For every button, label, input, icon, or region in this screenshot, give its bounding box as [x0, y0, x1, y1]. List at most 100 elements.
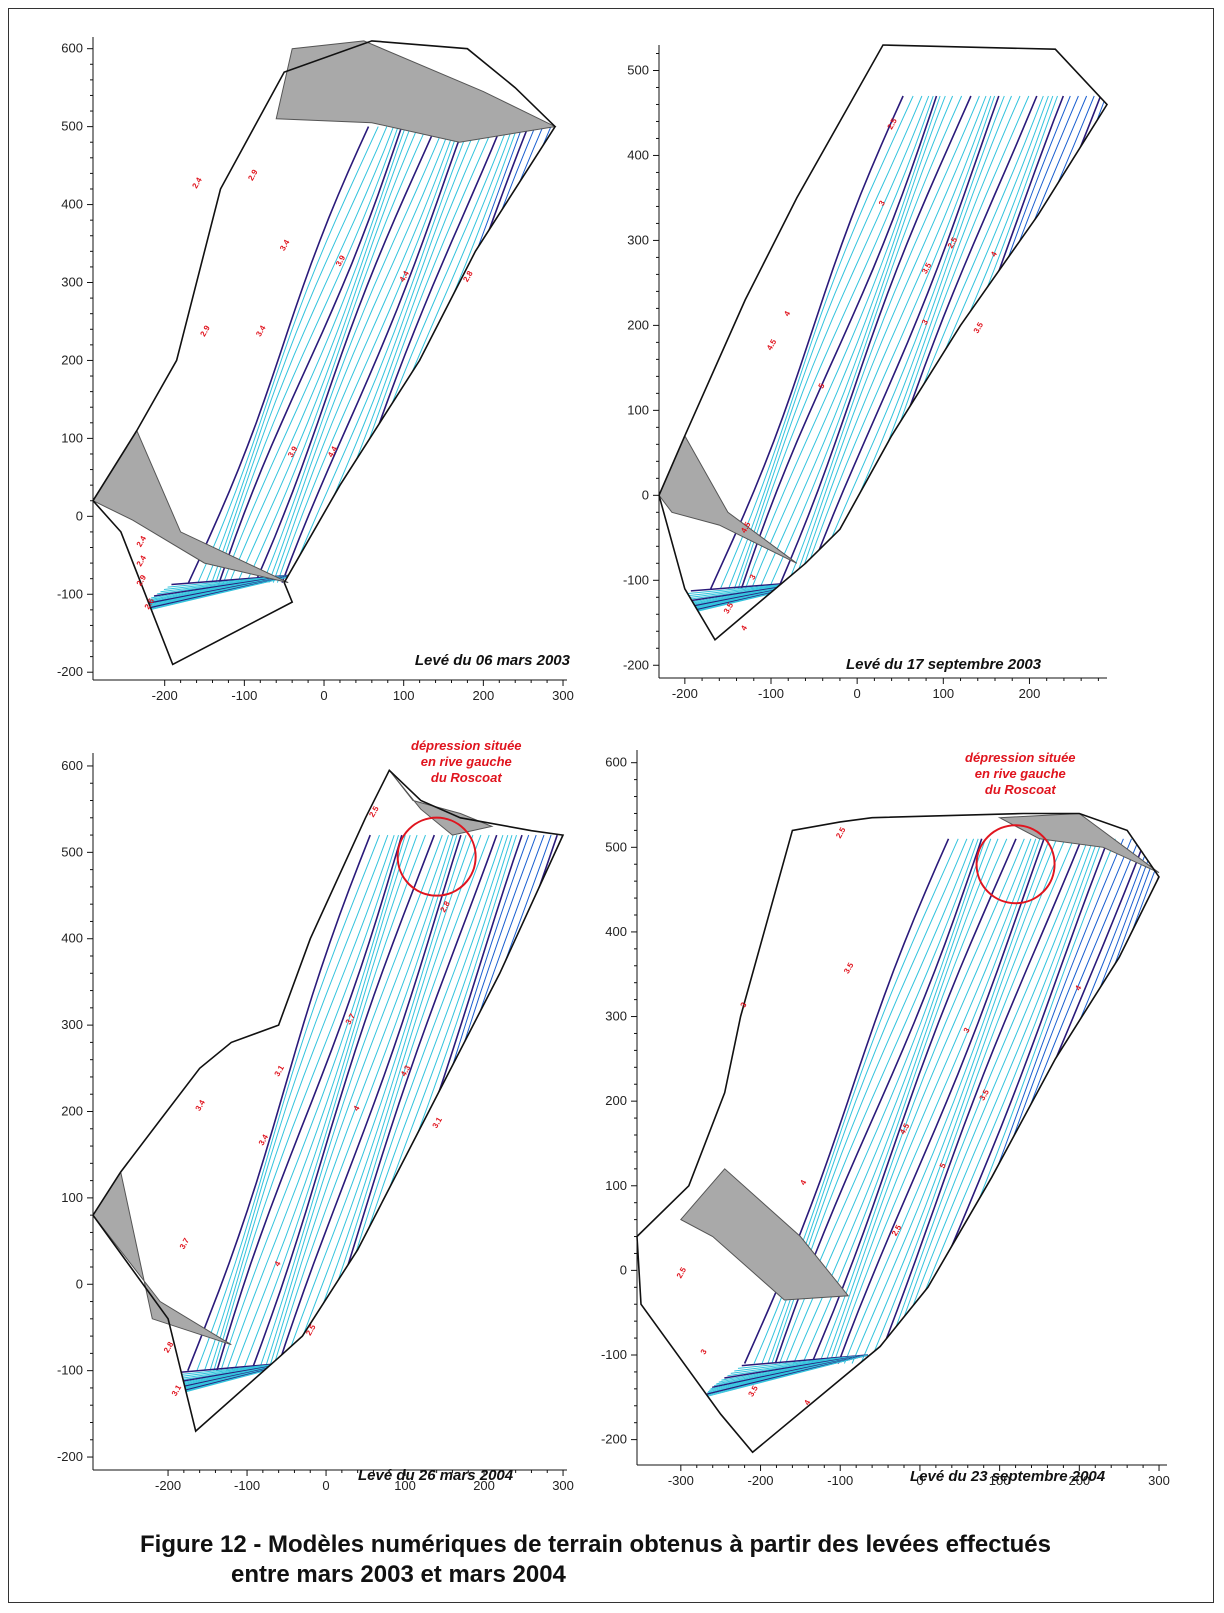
contour-label: 2.5	[304, 1322, 318, 1337]
contour-line	[275, 834, 462, 1371]
contour-line	[237, 126, 419, 583]
contour-line	[803, 95, 1000, 590]
shaded-zone	[680, 1168, 850, 1301]
x-tick-label: -200	[155, 1478, 181, 1493]
contour-map-2004-03: 2.52.83.13.43.744.33.13.43.742.52.83.1-2…	[57, 753, 574, 1493]
contour-line	[209, 834, 395, 1371]
annotation-line: du Roscoat	[984, 782, 1056, 797]
contour-line	[229, 126, 412, 583]
contour-line	[204, 834, 389, 1371]
figure-frame	[8, 8, 1214, 1603]
map-panel-2004-09: 2.5 3 3.5 4 4.5 5 2.5 3 3.5 4 2.5 3 3.5 4 -300 -200 -100…	[582, 730, 1224, 1520]
x-tick-label: 0	[322, 1478, 329, 1493]
contour-line	[196, 834, 380, 1371]
contour-label: 2.4	[191, 175, 205, 190]
contour-label: 3.7	[178, 1236, 192, 1251]
y-tick-label: 200	[605, 1093, 627, 1108]
map-panel-2004-03: 2.5 2.8 3.1 3.4 3.7 4 4.3 3.1 3.4 3.7 4 2.5 2.8 3.1 -2…	[0, 730, 612, 1520]
contour-line	[886, 838, 1094, 1364]
contour-line	[860, 838, 1066, 1364]
contour-line	[250, 834, 436, 1371]
survey-label: Levé du 17 septembre 2003	[846, 656, 1042, 673]
axes: -200 -100 0 100 200 300 600 500 400 300 200 100 0 -10…	[57, 753, 574, 1493]
contour-line	[136, 574, 298, 614]
contour-line	[829, 838, 1037, 1364]
contour-label: 2.4	[135, 553, 149, 568]
y-tick-label: 400	[61, 197, 83, 212]
contour-line	[740, 95, 938, 590]
contour-line	[785, 95, 980, 589]
contour-line	[226, 834, 411, 1371]
contour-line	[205, 126, 388, 583]
y-tick-label: 300	[605, 1009, 627, 1024]
y-tick-label: 600	[61, 758, 83, 773]
survey-boundary	[92, 768, 565, 1433]
contour-line	[791, 95, 987, 589]
y-tick-label: -100	[57, 1363, 83, 1378]
contour-line	[853, 95, 1049, 589]
y-tick-label: 500	[61, 844, 83, 859]
contour-line	[802, 838, 1008, 1364]
survey-boundary	[636, 812, 1160, 1454]
contour-line	[297, 834, 482, 1371]
contour-line	[955, 838, 1159, 1364]
contour-line	[361, 126, 544, 583]
contour-line	[254, 126, 437, 583]
x-tick-label: 0	[320, 688, 327, 703]
contour-line	[142, 1361, 299, 1398]
contour-label: 5	[817, 381, 827, 390]
contour-label: 3.1	[170, 1383, 184, 1398]
x-tick-label: 100	[393, 688, 415, 703]
contour-line	[851, 838, 1058, 1364]
contour-line	[213, 834, 399, 1371]
contour-line	[147, 1361, 299, 1393]
contour-label: 4.5	[765, 337, 779, 352]
contour-line	[387, 834, 563, 1371]
shaded-zone	[658, 434, 798, 564]
y-tick-label: -100	[57, 586, 83, 601]
contour-line	[263, 834, 449, 1371]
contour-line	[810, 95, 1005, 589]
annotation-line: en rive gauche	[420, 754, 512, 769]
contour-label: 4	[1073, 983, 1083, 992]
contour-line	[220, 834, 406, 1371]
contour-line	[671, 579, 828, 605]
contour-line	[287, 126, 470, 583]
x-tick-label: -100	[234, 1478, 260, 1493]
contour-label: 3	[962, 1026, 972, 1035]
contour-label: 5	[938, 1161, 948, 1170]
contour-line	[155, 1361, 299, 1387]
contour-line	[933, 838, 1140, 1364]
contour-line	[706, 1354, 868, 1397]
contour-line	[759, 95, 954, 590]
contour-line	[305, 834, 490, 1371]
depression-annotation: dépression située en rive gauche du Rosc…	[965, 750, 1076, 798]
contour-label: 2.5	[886, 116, 900, 131]
contour-line	[921, 95, 1107, 589]
y-tick-label: -200	[623, 657, 649, 672]
survey-boundary	[92, 40, 557, 666]
contour-line	[659, 579, 828, 621]
contour-line	[659, 579, 828, 617]
y-tick-label: 100	[61, 1190, 83, 1205]
contour-label: 3	[699, 1347, 709, 1356]
contour-line	[216, 834, 403, 1371]
contour-label: 2.5	[834, 825, 848, 840]
map-panel-2003-09: 2.5 3 3.5 4 4.5 5 2.5 3 3.5 4 4.5 3 3.5 4 -200 -100 0 100…	[612, 0, 1224, 720]
x-tick-label: -100	[231, 688, 257, 703]
y-tick-label: -200	[601, 1432, 627, 1447]
x-tick-label: -300	[668, 1473, 694, 1488]
contour-line	[143, 1361, 299, 1396]
survey-label: Levé du 23 septembre 2004	[910, 1468, 1106, 1485]
contour-label: 2.8	[461, 269, 475, 284]
contour-line	[268, 126, 451, 583]
axes: -200 -100 0 100 200 500 400 300 200 100 0 -100 -200	[623, 45, 1107, 701]
contour-line	[335, 126, 518, 583]
x-tick-label: 100	[394, 1478, 416, 1493]
contour-line	[833, 838, 1041, 1364]
contour-label: 3.4	[194, 1098, 208, 1113]
x-tick-label: 0	[916, 1473, 923, 1488]
contour-label: 3.9	[334, 253, 348, 268]
contour-line	[276, 126, 460, 583]
contour-label: 4	[802, 1398, 812, 1407]
